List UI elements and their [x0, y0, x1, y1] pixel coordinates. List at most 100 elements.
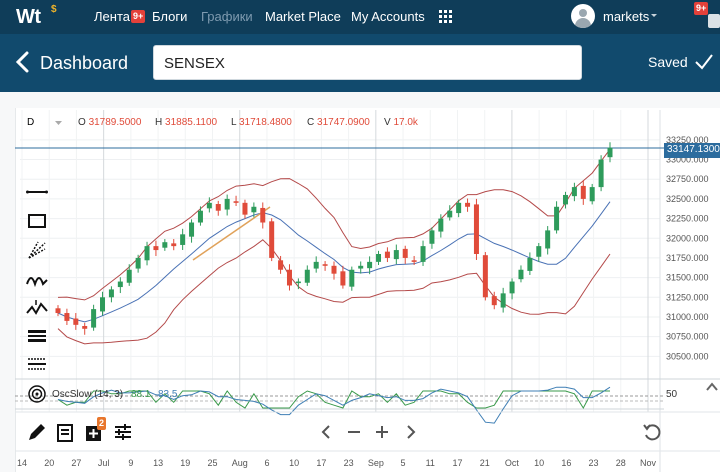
- saved-status: Saved: [648, 54, 688, 70]
- time-tick-label: 19: [180, 458, 190, 468]
- site-logo[interactable]: Wt: [16, 6, 41, 28]
- nav-item-my-accounts[interactable]: My Accounts: [351, 9, 425, 24]
- rectangle-tool-icon[interactable]: [26, 211, 48, 231]
- lower-band-line: [57, 239, 611, 345]
- back-arrow-icon[interactable]: [14, 51, 32, 73]
- time-tick-label: 13: [153, 458, 163, 468]
- candle-body: [197, 210, 203, 223]
- pencil-icon[interactable]: [26, 421, 48, 443]
- candle-body: [562, 194, 568, 205]
- oscillator-fast-line: [57, 390, 610, 410]
- channel-tool-icon[interactable]: [26, 326, 48, 346]
- zoom-in-icon[interactable]: [371, 421, 393, 443]
- candle-body: [571, 187, 577, 197]
- candle-body: [233, 201, 239, 203]
- time-tick-label: 17: [316, 458, 326, 468]
- candle-body: [251, 206, 257, 213]
- time-tick-label: 16: [561, 458, 571, 468]
- candle-body: [580, 185, 586, 199]
- candle-body: [117, 281, 123, 288]
- time-tick-label: 11: [426, 458, 435, 468]
- candle-body: [420, 246, 426, 262]
- candle-body: [447, 210, 453, 218]
- price-tick-label: 33250.000: [666, 135, 709, 145]
- candle-body: [554, 206, 560, 231]
- candle-body: [589, 187, 595, 202]
- zigzag-tool-icon[interactable]: [26, 299, 48, 319]
- nav-item-feed[interactable]: Лента: [94, 9, 130, 24]
- symbol-search-input[interactable]: SENSEX: [153, 45, 582, 80]
- candle-body: [536, 246, 542, 257]
- time-tick-label: Aug: [232, 458, 248, 468]
- scroll-right-icon[interactable]: [399, 421, 421, 443]
- price-tick-label: 31750.000: [666, 253, 709, 263]
- candle-body: [162, 242, 168, 248]
- target-icon[interactable]: [27, 384, 47, 404]
- user-avatar[interactable]: [571, 4, 595, 28]
- collapse-icon[interactable]: [705, 380, 719, 394]
- candle-body: [189, 222, 195, 237]
- notifications-badge[interactable]: 9+: [694, 2, 709, 15]
- interval-dropdown-icon[interactable]: [55, 121, 62, 125]
- candle-body: [153, 246, 159, 251]
- chevron-down-icon[interactable]: [651, 14, 657, 18]
- time-tick-label: 14: [17, 458, 27, 468]
- candle-body: [224, 198, 230, 210]
- candle-body: [607, 147, 613, 158]
- oscillator-name[interactable]: OscSlow (14, 3): [52, 389, 124, 400]
- zoom-out-icon[interactable]: [343, 421, 365, 443]
- candle-body: [500, 293, 506, 308]
- time-tick-label: 6: [264, 458, 269, 468]
- candle-body: [73, 318, 79, 325]
- candle-body: [64, 313, 70, 321]
- time-tick-label: Nov: [640, 458, 657, 468]
- notifications-icon[interactable]: [706, 14, 720, 28]
- oscillator-slow-line: [57, 386, 611, 424]
- candle-body: [55, 308, 61, 314]
- nav-item-charts[interactable]: Графики: [201, 9, 253, 24]
- moving-average-line: [57, 201, 611, 323]
- time-tick-label: 21: [480, 458, 490, 468]
- wave-pattern-tool-icon[interactable]: [26, 270, 48, 290]
- candle-body: [278, 260, 284, 270]
- price-tick-label: 30750.000: [666, 332, 709, 342]
- horizontal-line-tool-icon[interactable]: [26, 182, 48, 202]
- candle-body: [527, 257, 533, 271]
- scroll-left-icon[interactable]: [316, 421, 338, 443]
- fan-tool-icon[interactable]: [26, 240, 48, 260]
- upper-band-line: [57, 148, 611, 301]
- interval-label[interactable]: D: [27, 117, 35, 128]
- time-tick-label: 27: [71, 458, 81, 468]
- candle-body: [473, 204, 479, 254]
- check-icon: [695, 54, 713, 70]
- candle-body: [518, 269, 524, 280]
- settings-sliders-icon[interactable]: [112, 421, 134, 443]
- reset-icon[interactable]: [641, 421, 663, 443]
- time-tick-label: 23: [344, 458, 354, 468]
- user-menu-name[interactable]: markets: [603, 9, 650, 24]
- list-icon[interactable]: [54, 421, 76, 443]
- candle-body: [313, 261, 319, 269]
- high-label: H: [155, 117, 163, 128]
- candle-body: [108, 289, 114, 298]
- candle-body: [411, 260, 417, 262]
- time-tick-label: 9: [128, 458, 133, 468]
- nav-item-blogs[interactable]: Блоги: [152, 9, 188, 24]
- time-tick-label: 10: [534, 458, 544, 468]
- candle-body: [126, 269, 132, 283]
- oscillator-level-label: 50: [666, 389, 678, 400]
- candle-body: [269, 221, 275, 258]
- candle-body: [206, 202, 212, 209]
- price-tick-label: 32250.000: [666, 214, 709, 224]
- candle-body: [393, 250, 399, 260]
- chart-grid: [20, 110, 661, 472]
- top-navigation: Wt $ Лента 9+ Блоги Графики Market Place…: [0, 0, 720, 34]
- candle-body: [456, 202, 462, 214]
- fibonacci-tool-icon[interactable]: [26, 354, 48, 374]
- time-tick-label: 20: [44, 458, 54, 468]
- candle-body: [331, 265, 337, 274]
- apps-grid-icon[interactable]: [439, 10, 453, 24]
- nav-item-marketplace[interactable]: Market Place: [265, 9, 341, 24]
- candle-body: [598, 159, 604, 188]
